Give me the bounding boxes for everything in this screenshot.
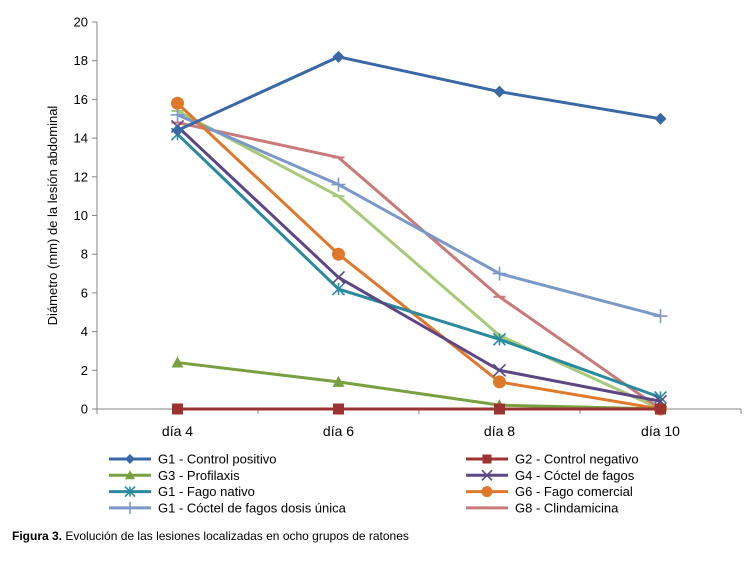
data-point xyxy=(492,332,507,346)
legend-label: G1 - Control positivo xyxy=(158,452,277,467)
x-tick-label: día 8 xyxy=(484,423,515,439)
axes: 0 2 4 6 8 10 12 14 16 18 20 día 4 día 6 día 8 día 10 Di… xyxy=(45,15,742,439)
series-line xyxy=(176,55,661,132)
data-point xyxy=(493,375,506,389)
legend-item: G1 - Fago nativo xyxy=(109,484,255,499)
figure-caption: Figura 3. Evolución de las lesiones loca… xyxy=(12,529,409,543)
series xyxy=(171,50,667,137)
caption-text: Evolución de las lesiones localizadas en… xyxy=(62,529,409,543)
series-line xyxy=(176,133,662,399)
y-tick-label: 2 xyxy=(81,363,88,378)
y-tick-label: 0 xyxy=(81,402,88,417)
legend-label: G4 - Cóctel de fagos xyxy=(515,468,635,483)
legend-item: G8 - Clindamicina xyxy=(466,500,619,515)
data-point xyxy=(331,282,346,296)
data-point xyxy=(492,363,507,377)
data-point xyxy=(331,177,346,192)
series xyxy=(170,107,668,324)
legend-label: G6 - Fago comercial xyxy=(515,484,633,499)
legend-item: G1 - Control positivo xyxy=(109,452,277,467)
data-point xyxy=(332,50,345,63)
legend-label: G1 - Fago nativo xyxy=(158,484,255,499)
data-point xyxy=(333,403,344,415)
series xyxy=(170,119,668,408)
y-tick-label: 20 xyxy=(74,15,88,30)
y-tick-label: 4 xyxy=(81,324,88,339)
data-point xyxy=(655,403,666,415)
legend-item: G2 - Control negativo xyxy=(466,452,639,467)
legend-label: G8 - Clindamicina xyxy=(515,500,619,515)
data-point xyxy=(124,486,136,498)
data-point xyxy=(481,469,493,481)
y-tick-label: 14 xyxy=(74,131,88,146)
series xyxy=(172,403,666,415)
data-point xyxy=(332,247,345,261)
x-tick-label: día 10 xyxy=(641,423,680,439)
legend-label: G1 - Cóctel de fagos dosis única xyxy=(158,500,347,515)
legend-item: G1 - Cóctel de fagos dosis única xyxy=(109,500,347,515)
data-point xyxy=(171,96,184,110)
series-line xyxy=(176,102,661,411)
legend-item: G6 - Fago comercial xyxy=(466,484,633,499)
y-tick-label: 12 xyxy=(74,169,88,184)
series xyxy=(171,109,667,411)
series-line xyxy=(176,125,661,403)
data-point xyxy=(331,270,346,284)
data-point xyxy=(125,454,135,464)
y-axis-title: Diámetro (mm) de la lesión abdominal xyxy=(45,106,60,326)
data-point xyxy=(332,375,345,387)
caption-label: Figura 3. xyxy=(12,529,63,543)
series-line xyxy=(177,361,661,411)
series-line xyxy=(176,113,661,318)
data-point xyxy=(124,501,136,514)
data-point xyxy=(493,85,506,98)
data-point xyxy=(171,356,184,368)
data-point xyxy=(654,112,667,125)
legend-item: G3 - Profilaxis xyxy=(109,468,240,483)
y-tick-label: 18 xyxy=(74,53,88,68)
series xyxy=(171,356,667,414)
series-layer xyxy=(170,50,668,416)
series-line xyxy=(177,121,662,411)
data-point xyxy=(653,309,668,324)
series-line xyxy=(176,109,662,411)
data-point xyxy=(170,107,185,122)
y-tick-label: 8 xyxy=(81,247,88,262)
data-point xyxy=(482,454,492,464)
y-tick-label: 10 xyxy=(74,208,88,223)
y-tick-label: 6 xyxy=(81,285,88,300)
data-point xyxy=(172,403,183,415)
x-tick-label: día 4 xyxy=(162,423,193,439)
data-point xyxy=(171,124,184,137)
legend-item: G4 - Cóctel de fagos xyxy=(466,468,635,483)
legend-label: G3 - Profilaxis xyxy=(158,468,240,483)
data-point xyxy=(125,470,135,480)
data-point xyxy=(492,266,507,281)
x-tick-label: día 6 xyxy=(323,423,354,439)
data-point xyxy=(494,403,505,415)
legend-label: G2 - Control negativo xyxy=(515,452,639,467)
y-tick-label: 16 xyxy=(74,92,88,107)
data-point xyxy=(481,486,493,498)
legend: G1 - Control positivo G2 - Control negati… xyxy=(109,452,639,515)
